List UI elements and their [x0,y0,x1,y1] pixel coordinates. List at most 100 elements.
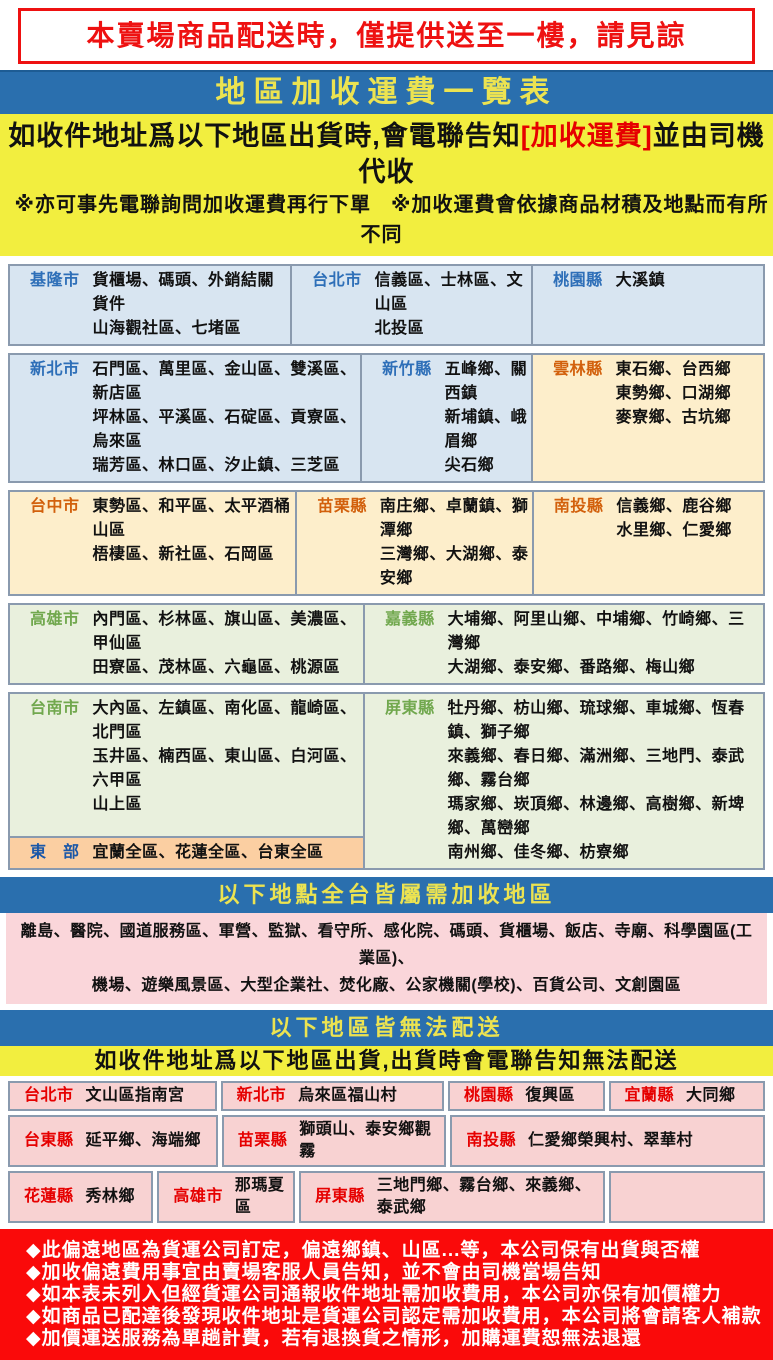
region-label: 新竹縣 [382,361,432,378]
nd-text: 秀林鄉 [85,1188,136,1205]
nd-label: 高雄市 [173,1188,223,1205]
area-line: 內門區、杉林區、旗山區、美濃區、甲仙區 [92,611,357,652]
region-column: 高雄市 內門區、杉林區、旗山區、美濃區、甲仙區 田寮區、茂林區、六龜區、桃源區 [10,605,364,683]
region-areas: 信義鄉、鹿谷鄉 水里鄉、仁愛鄉 [616,495,761,543]
nd-cell: 苗栗縣 獅頭山、泰安鄉觀霧 [221,1115,447,1167]
region-areas: 東勢區、和平區、太平酒桶山區梧棲區、新社區、石岡區 [93,495,294,567]
region-label: 台北市 [312,272,362,289]
nd-text: 獅頭山、泰安鄉觀霧 [299,1121,432,1160]
region-row: 台中市 東勢區、和平區、太平酒桶山區梧棲區、新社區、石岡區 苗栗縣 南庄鄉、卓蘭鎮、獅… [8,490,765,596]
extra-zone-title-bar: 以下地點全台皆屬需加收地區 [0,877,773,913]
nd-label: 苗栗縣 [237,1132,288,1149]
no-delivery-title-text: 以下地區皆無法配送 [269,1015,504,1040]
nd-label: 桃園縣 [464,1087,514,1104]
area-line: 來義鄉、春日鄉、滿洲鄉、三地門、泰武鄉、霧台鄉 [447,748,745,789]
nd-text: 那瑪夏區 [234,1177,285,1216]
nd-cell: 屏東縣 三地門鄉、霧台鄉、來義鄉、泰武鄉 [299,1171,605,1223]
nd-text: 延平鄉、海端鄉 [85,1132,202,1149]
region-cell: 新北市 石門區、萬里區、金山區、雙溪區、新店區 坪林區、平溪區、石碇區、貢寮區、烏來… [10,355,361,481]
nd-text: 三地門鄉、霧台鄉、來義鄉、泰武鄉 [376,1177,592,1216]
region-column: 雲林縣 東石鄉、台西鄉 東勢鄉、口湖鄉 麥寮鄉、古坑鄉 [531,355,763,481]
extra-zone-title-text: 以下地點全台皆屬需加收地區 [217,882,556,907]
surcharge-note-2: ※加收運費會依據商品材積及地點而有所不同 [360,194,769,246]
region-column: 新竹縣 五峰鄉、關西鎮 新埔鎮、峨眉鄉 尖石鄉 [360,355,532,481]
region-column: 基隆市 貨櫃場、碼頭、外銷結關貨件 山海觀社區、七堵區 [10,266,291,344]
area-line: 宜蘭全區、花蓮全區、台東全區 [92,844,324,861]
nd-label: 台北市 [24,1087,74,1104]
region-areas: 五峰鄉、關西鎮 新埔鎮、峨眉鄉 尖石鄉 [445,358,529,478]
region-cell: 台北市 信義區、士林區、文山區北投區 [292,266,532,344]
region-row: 新北市 石門區、萬里區、金山區、雙溪區、新店區 坪林區、平溪區、石碇區、貢寮區、烏來… [8,353,765,483]
region-label: 台中市 [30,498,80,515]
surcharge-instruction-band: 如收件地址爲以下地區出貨時,會電聯告知[加收運費]並由司機代收 ※亦可事先電聯詢… [0,114,773,256]
area-line: 五峰鄉、關西鎮 [444,361,528,402]
region-label: 雲林縣 [553,361,603,378]
region-row: 台南市 大內區、左鎮區、南化區、龍崎區、北門區 玉井區、楠西區、東山區、白河區、六甲… [8,692,765,870]
region-label: 南投縣 [553,498,604,515]
nd-text: 大同鄉 [686,1087,736,1104]
region-column: 台中市 東勢區、和平區、太平酒桶山區梧棲區、新社區、石岡區 [10,492,296,594]
region-cell: 台中市 東勢區、和平區、太平酒桶山區梧棲區、新社區、石岡區 [10,492,296,594]
area-line: 北投區 [374,320,425,337]
instruction-post: 並由司機代收 [358,121,765,187]
nd-cell [608,1171,765,1223]
area-line: 玉井區、楠西區、東山區、白河區、六甲區 [92,748,357,789]
instruction-highlight: [加收運費] [520,121,653,151]
area-line: 石門區、萬里區、金山區、雙溪區、新店區 [92,361,357,402]
region-areas: 大溪鎮 [616,269,761,293]
extra-zone-line-2: 機場、遊樂風景區、大型企業社、焚化廠、公家機關(學校)、百貨公司、文創園區 [91,977,682,994]
footer-note-line: ◆此偏遠地區為貨運公司訂定，偏遠鄉鎮、山區...等，本公司保有出貨與否權 [26,1240,701,1261]
region-label: 高雄市 [30,611,80,628]
region-areas: 貨櫃場、碼頭、外銷結關貨件 山海觀社區、七堵區 [93,269,289,341]
region-areas: 宜蘭全區、花蓮全區、台東全區 [93,841,362,865]
region-column: 台北市 信義區、士林區、文山區北投區 [290,266,532,344]
region-label: 桃園縣 [553,272,603,289]
region-label: 基隆市 [30,272,80,289]
area-line: 東勢區、和平區、太平酒桶山區 [92,498,291,539]
surcharge-notes-line: ※亦可事先電聯詢問加收運費再行下單 ※加收運費會依據商品材積及地點而有所不同 [0,190,773,250]
area-line: 山海觀社區、七堵區 [92,320,242,337]
nd-row: 台東縣 延平鄉、海端鄉 苗栗縣 獅頭山、泰安鄉觀霧 南投縣 仁愛鄉榮興村、翠華村 [8,1115,765,1167]
region-cell: 屏東縣 牡丹鄉、枋山鄉、琉球鄉、車城鄉、恆春鎮、獅子鄉 來義鄉、春日鄉、滿洲鄉、三地… [365,694,763,868]
region-cell: 桃園縣 大溪鎮 [533,266,763,344]
extra-zone-box: 離島、醫院、國道服務區、軍營、監獄、看守所、感化院、碼頭、貨櫃場、飯店、寺廟、科… [6,913,767,1004]
region-label: 東 部 [30,844,80,861]
area-line: 南州鄉、佳冬鄉、枋寮鄉 [447,844,630,861]
area-line: 梧棲區、新社區、石岡區 [92,546,275,563]
nd-label: 台東縣 [24,1132,74,1149]
area-line: 牡丹鄉、枋山鄉、琉球鄉、車城鄉、恆春鎮、獅子鄉 [447,700,745,741]
footer-notices: ◆此偏遠地區為貨運公司訂定，偏遠鄉鎮、山區...等，本公司保有出貨與否權 ◆加收偏… [0,1229,773,1360]
region-column: 南投縣 信義鄉、鹿谷鄉 水里鄉、仁愛鄉 [531,492,763,594]
area-line: 信義區、士林區、文山區 [374,272,524,313]
region-column: 新北市 石門區、萬里區、金山區、雙溪區、新店區 坪林區、平溪區、石碇區、貢寮區、烏來… [10,355,361,481]
region-label: 嘉義縣 [385,611,435,628]
top-notice-text: 本賣場商品配送時，僅提供送至一樓，請見諒 [86,20,687,51]
footer-note-line: ◆如商品已配達後發現收件地址是貨運公司認定需加收費用，本公司將會請客人補款 [26,1306,762,1327]
top-notice-box: 本賣場商品配送時，僅提供送至一樓，請見諒 [18,8,755,64]
nd-label: 新北市 [236,1087,287,1104]
nd-label: 花蓮縣 [24,1188,74,1205]
region-areas: 信義區、士林區、文山區北投區 [375,269,529,341]
surcharge-table: 基隆市 貨櫃場、碼頭、外銷結關貨件 山海觀社區、七堵區 台北市 信義區、士林區、文山區北… [8,264,765,870]
nd-text: 烏來區福山村 [298,1087,398,1104]
nd-cell: 宜蘭縣 大同鄉 [608,1081,765,1111]
region-column: 嘉義縣 大埔鄉、阿里山鄉、中埔鄉、竹崎鄉、三灣鄉 大湖鄉、泰安鄉、番路鄉、梅山鄉 [363,605,763,683]
region-areas: 南庄鄉、卓蘭鎮、獅潭鄉 三灣鄉、大湖鄉、泰安鄉 [380,495,530,591]
nd-label: 南投縣 [466,1132,516,1149]
region-label: 台南市 [30,700,80,717]
nd-label: 宜蘭縣 [624,1087,675,1104]
region-cell: 雲林縣 東石鄉、台西鄉 東勢鄉、口湖鄉 麥寮鄉、古坑鄉 [533,355,763,481]
area-line: 信義鄉、鹿谷鄉 [616,498,732,515]
nd-cell: 台北市 文山區指南宮 [8,1081,217,1111]
nd-cell: 南投縣 仁愛鄉榮興村、翠華村 [450,1115,765,1167]
surcharge-note-1: ※亦可事先電聯詢問加收運費再行下單 [14,194,371,216]
region-label: 苗栗縣 [317,498,367,515]
region-areas: 牡丹鄉、枋山鄉、琉球鄉、車城鄉、恆春鎮、獅子鄉 來義鄉、春日鄉、滿洲鄉、三地門、泰… [448,697,761,865]
area-line: 東石鄉、台西鄉 [615,361,732,378]
area-line: 坪林區、平溪區、石碇區、貢寮區、烏來區 [92,409,357,450]
nd-text: 仁愛鄉榮興村、翠華村 [527,1132,693,1149]
extra-zone-line-1: 離島、醫院、國道服務區、軍營、監獄、看守所、感化院、碼頭、貨櫃場、飯店、寺廟、科… [20,923,753,967]
area-line: 瑪家鄉、崁頂鄉、林邊鄉、高樹鄉、新埤鄉、萬巒鄉 [447,796,745,837]
nd-cell: 花蓮縣 秀林鄉 [8,1171,154,1223]
region-areas: 內門區、杉林區、旗山區、美濃區、甲仙區 田寮區、茂林區、六龜區、桃源區 [93,608,362,680]
